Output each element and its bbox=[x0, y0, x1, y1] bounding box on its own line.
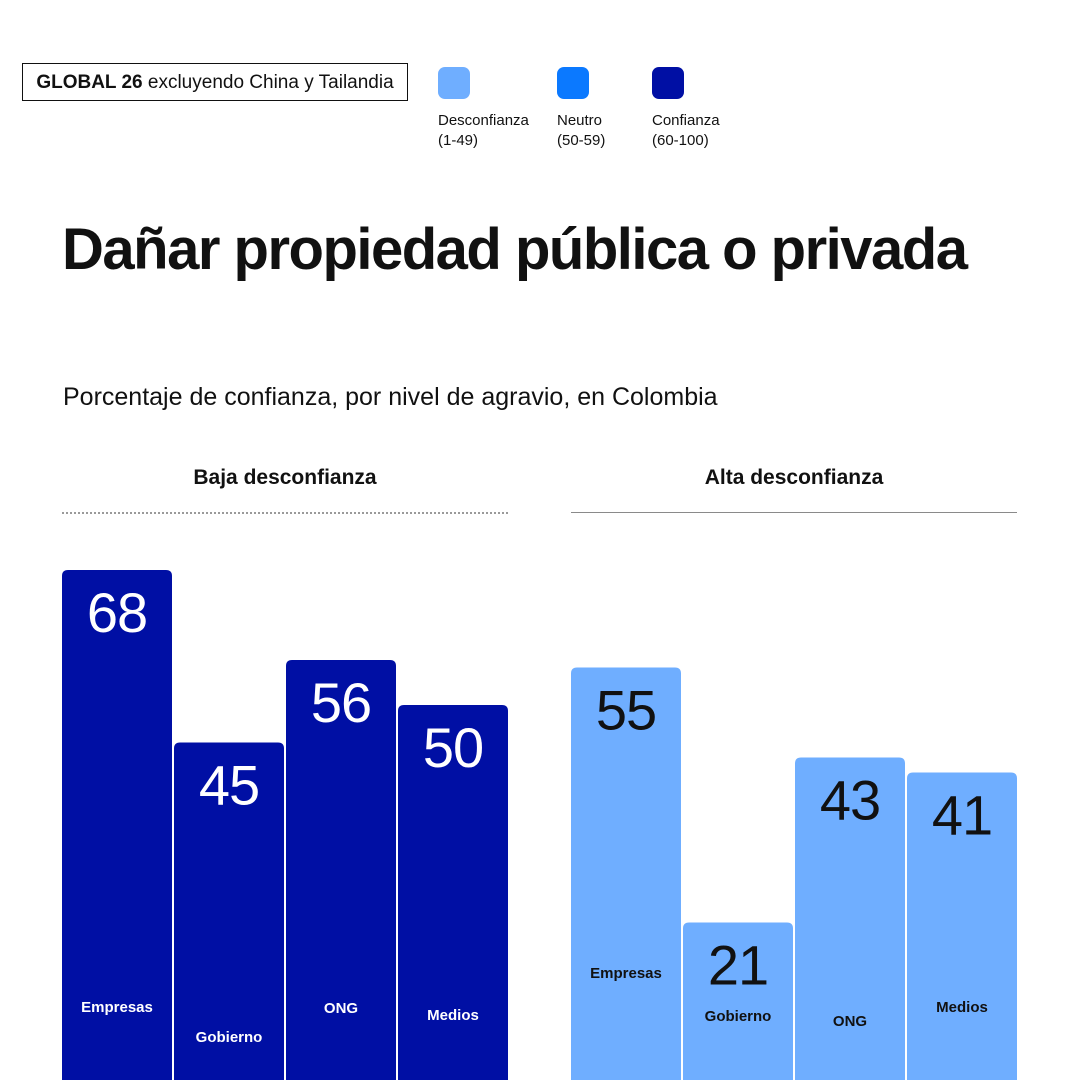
trust-swatch-icon bbox=[652, 67, 684, 99]
bar-group-high: 55 Empresas 21 Gobierno 43 ONG 41 Medios bbox=[571, 667, 1017, 1080]
panel-divider-low bbox=[62, 512, 508, 514]
legend-item-trust: Confianza (60-100) bbox=[652, 67, 720, 151]
bar-high-empresas bbox=[571, 667, 681, 1080]
bar-low-empresas bbox=[62, 570, 172, 1080]
legend-item-neutral: Neutro (50-59) bbox=[557, 67, 605, 151]
legend-item-distrust: Desconfianza (1-49) bbox=[438, 67, 529, 151]
bar-high-ong bbox=[795, 757, 905, 1080]
bar-low-medios bbox=[398, 705, 508, 1080]
distrust-swatch-icon bbox=[438, 67, 470, 99]
bar-high-gobierno bbox=[683, 922, 793, 1080]
value-label-low-medios: 50 bbox=[423, 716, 483, 779]
bar-group-low: 68 Empresas 45 Gobierno 56 ONG 50 Medios bbox=[62, 570, 508, 1080]
panel-title-high-grievance: Alta desconfianza bbox=[704, 466, 884, 489]
value-label-high-ong: 43 bbox=[820, 769, 880, 832]
legend-label-neutral: Neutro (50-59) bbox=[557, 112, 606, 149]
page-title: Dañar propiedad pública o privada bbox=[62, 217, 968, 282]
category-label-low-gobierno: Gobierno bbox=[196, 1029, 263, 1046]
category-label-low-medios: Medios bbox=[427, 1007, 479, 1024]
category-label-high-ong: ONG bbox=[833, 1013, 867, 1030]
bar-low-ong bbox=[286, 660, 396, 1080]
value-label-high-gobierno: 21 bbox=[708, 934, 768, 997]
scope-label-rest: excluyendo China y Tailandia bbox=[147, 72, 394, 93]
value-label-low-empresas: 68 bbox=[87, 581, 147, 644]
panel-title-low-grievance: Baja desconfianza bbox=[193, 466, 377, 489]
panel-divider-high bbox=[571, 512, 1017, 513]
bar-low-gobierno bbox=[174, 742, 284, 1080]
value-label-high-medios: 41 bbox=[932, 784, 992, 847]
value-label-low-gobierno: 45 bbox=[199, 754, 259, 817]
legend-label-distrust: Desconfianza (1-49) bbox=[438, 112, 529, 149]
category-label-low-empresas: Empresas bbox=[81, 999, 153, 1016]
scope-label-bold: GLOBAL 26 bbox=[36, 72, 143, 93]
category-label-high-medios: Medios bbox=[936, 999, 988, 1016]
category-label-high-gobierno: Gobierno bbox=[705, 1008, 772, 1025]
chart-subtitle: Porcentaje de confianza, por nivel de ag… bbox=[63, 383, 718, 411]
value-label-low-ong: 56 bbox=[311, 671, 371, 734]
scope-label: GLOBAL 26 excluyendo China y Tailandia bbox=[22, 63, 408, 101]
category-label-high-empresas: Empresas bbox=[590, 965, 662, 982]
legend-label-trust: Confianza (60-100) bbox=[652, 112, 720, 149]
bar-high-medios bbox=[907, 772, 1017, 1080]
neutral-swatch-icon bbox=[557, 67, 589, 99]
value-label-high-empresas: 55 bbox=[596, 679, 656, 742]
category-label-low-ong: ONG bbox=[324, 1000, 358, 1017]
